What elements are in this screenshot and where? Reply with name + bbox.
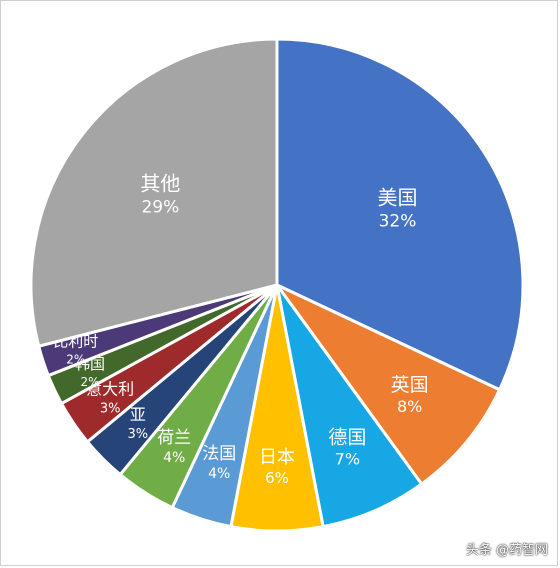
slice-value-5: 4% xyxy=(163,450,185,466)
slice-value-7: 3% xyxy=(100,401,121,416)
slice-label-6: 亚 xyxy=(130,405,146,424)
pie-slice-0 xyxy=(275,37,525,392)
pie-slice-2 xyxy=(275,284,424,529)
slice-value-0: 32% xyxy=(379,212,417,232)
slice-label-5: 荷兰 xyxy=(157,428,191,448)
slice-label-2: 德国 xyxy=(328,427,366,449)
slice-label-4: 法国 xyxy=(202,444,236,464)
watermark-text: 头条 @药智网 xyxy=(465,543,548,558)
pie-slice-10 xyxy=(29,37,279,349)
slice-label-0: 美国 xyxy=(377,186,417,210)
slice-value-3: 6% xyxy=(265,469,289,487)
slice-value-6: 3% xyxy=(128,427,149,442)
slice-value-4: 4% xyxy=(208,466,230,482)
slice-value-10: 29% xyxy=(141,198,179,218)
slice-value-2: 7% xyxy=(335,450,360,469)
pie-slice-1 xyxy=(275,283,502,487)
slice-label-10: 其他 xyxy=(140,172,180,196)
slice-value-1: 8% xyxy=(397,397,422,416)
slice-label-1: 英国 xyxy=(391,374,429,396)
slice-label-3: 日本 xyxy=(259,447,295,468)
slice-value-9: 2% xyxy=(66,352,85,366)
slice-value-8: 2% xyxy=(81,375,100,389)
